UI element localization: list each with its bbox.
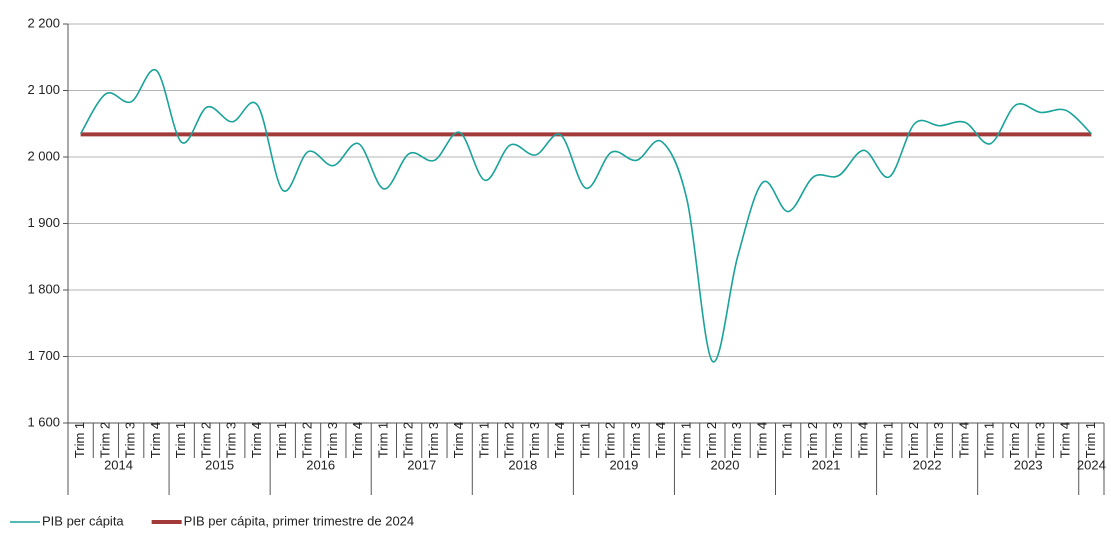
x-tick-label: Trim 1 (679, 422, 694, 458)
x-tick-label: Trim 1 (173, 422, 188, 458)
x-tick-label: Trim 3 (527, 422, 542, 458)
x-tick-label: Trim 1 (375, 422, 390, 458)
year-label: 2024 (1077, 457, 1106, 472)
year-label: 2015 (205, 457, 234, 472)
year-label: 2021 (812, 457, 841, 472)
x-tick-label: Trim 2 (1007, 422, 1022, 458)
x-tick-label: Trim 2 (502, 422, 517, 458)
year-label: 2019 (609, 457, 638, 472)
legend-label: PIB per cápita, primer trimestre de 2024 (184, 513, 415, 528)
year-label: 2023 (1014, 457, 1043, 472)
y-tick-label: 2 200 (27, 15, 60, 30)
y-tick-label: 1 700 (27, 348, 60, 363)
x-tick-label: Trim 3 (830, 422, 845, 458)
x-tick-label: Trim 3 (426, 422, 441, 458)
x-tick-label: Trim 2 (198, 422, 213, 458)
x-tick-label: Trim 1 (577, 422, 592, 458)
x-tick-label: Trim 2 (805, 422, 820, 458)
x-tick-label: Trim 1 (982, 422, 997, 458)
x-tick-label: Trim 1 (72, 422, 87, 458)
x-tick-label: Trim 4 (249, 422, 264, 458)
x-tick-label: Trim 3 (123, 422, 138, 458)
data-line (79, 68, 1092, 363)
year-label: 2022 (913, 457, 942, 472)
y-tick-label: 2 100 (27, 82, 60, 97)
x-tick-label: Trim 3 (729, 422, 744, 458)
x-tick-label: Trim 4 (1058, 422, 1073, 458)
x-tick-label: Trim 4 (451, 422, 466, 458)
y-tick-label: 1 900 (27, 215, 60, 230)
x-tick-label: Trim 1 (780, 422, 795, 458)
x-tick-label: Trim 4 (855, 422, 870, 458)
x-tick-label: Trim 3 (931, 422, 946, 458)
x-tick-label: Trim 2 (401, 422, 416, 458)
year-label: 2018 (508, 457, 537, 472)
x-tick-label: Trim 4 (148, 422, 163, 458)
year-label: 2014 (104, 457, 133, 472)
year-label: 2017 (407, 457, 436, 472)
x-tick-label: Trim 2 (299, 422, 314, 458)
year-label: 2020 (711, 457, 740, 472)
x-tick-label: Trim 2 (704, 422, 719, 458)
y-tick-label: 1 800 (27, 281, 60, 296)
x-tick-label: Trim 4 (754, 422, 769, 458)
x-tick-label: Trim 1 (1083, 422, 1098, 458)
x-tick-label: Trim 1 (274, 422, 289, 458)
x-tick-label: Trim 4 (653, 422, 668, 458)
x-tick-label: Trim 2 (603, 422, 618, 458)
x-tick-label: Trim 3 (1032, 422, 1047, 458)
x-tick-label: Trim 4 (552, 422, 567, 458)
x-tick-label: Trim 1 (881, 422, 896, 458)
x-tick-label: Trim 4 (350, 422, 365, 458)
x-tick-label: Trim 2 (97, 422, 112, 458)
year-label: 2016 (306, 457, 335, 472)
x-tick-label: Trim 3 (325, 422, 340, 458)
x-tick-label: Trim 3 (628, 422, 643, 458)
y-tick-label: 2 000 (27, 148, 60, 163)
y-tick-label: 1 600 (27, 414, 60, 429)
x-tick-label: Trim 4 (956, 422, 971, 458)
x-tick-label: Trim 3 (224, 422, 239, 458)
legend-label: PIB per cápita (42, 513, 124, 528)
x-tick-label: Trim 2 (906, 422, 921, 458)
x-tick-label: Trim 1 (476, 422, 491, 458)
